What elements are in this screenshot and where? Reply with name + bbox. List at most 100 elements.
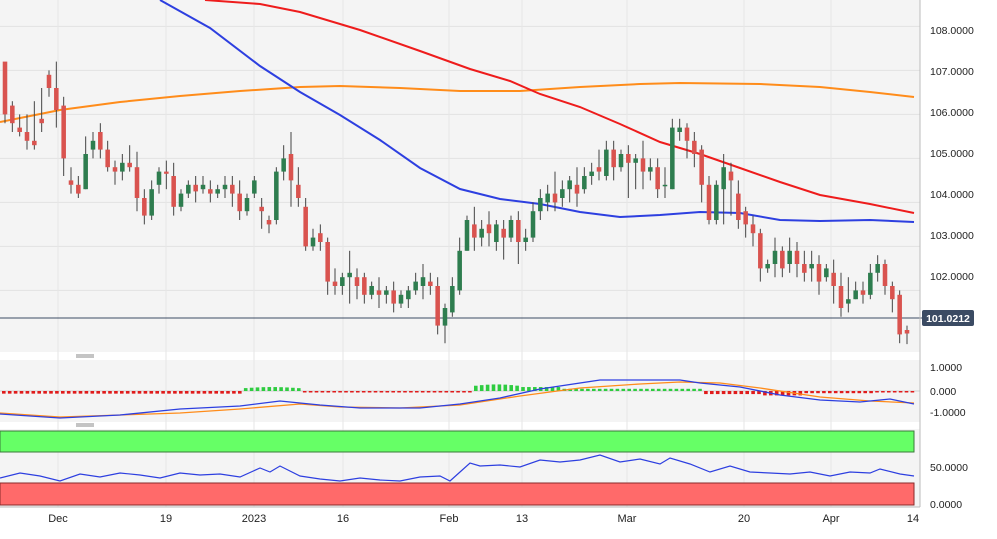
candle-body [809, 264, 814, 269]
macd-histogram-bar [645, 388, 649, 391]
candle [846, 277, 851, 313]
macd-histogram-bar [220, 391, 224, 394]
macd-histogram-bar [55, 391, 59, 394]
candle [486, 211, 492, 247]
candle-body [149, 189, 154, 216]
candle-body [604, 149, 609, 176]
rsi-overbought-zone [0, 430, 915, 453]
rsi-y-axis: 50.0000 0.0000 [930, 462, 968, 511]
candle-body [552, 193, 558, 203]
candle-body [142, 198, 147, 216]
candle [860, 281, 866, 304]
macd-histogram-bar [869, 391, 873, 394]
candle-body [237, 193, 242, 212]
macd-signal-line [0, 381, 915, 418]
y-tick-label: 50.0000 [930, 462, 968, 474]
candle-body [266, 220, 272, 225]
macd-histogram-bar [297, 388, 301, 391]
macd-histogram-bar [31, 391, 36, 394]
candle [442, 303, 448, 344]
candle-body [648, 167, 653, 172]
candle [750, 215, 756, 247]
candle-body [816, 264, 822, 282]
candle-body [860, 290, 866, 295]
candle-body [105, 149, 110, 168]
candle-body [662, 184, 668, 187]
macd-histogram-bar [733, 391, 738, 395]
splitter-handle-1[interactable] [76, 354, 94, 358]
candle [200, 176, 206, 194]
x-axis: Dec 19 2023 16 Feb 13 Mar 20 Apr 14 [48, 513, 919, 525]
macd-histogram-bar [314, 391, 319, 393]
candle [604, 140, 609, 181]
macd-histogram-bar [403, 391, 407, 393]
macd-histogram-bar [196, 391, 201, 394]
candle-body [208, 189, 213, 194]
macd-histogram-bar [179, 391, 183, 394]
macd-histogram-bar [273, 387, 277, 391]
candle-body [332, 281, 338, 286]
candle [127, 145, 132, 172]
macd-histogram-bar [503, 384, 508, 391]
candle [523, 228, 528, 251]
candle-body [120, 162, 125, 172]
candle [552, 171, 558, 212]
candle [340, 272, 345, 295]
macd-histogram-bar [863, 391, 867, 394]
macd-histogram-bar [167, 391, 171, 394]
candle [105, 140, 110, 172]
candle-body [281, 158, 286, 172]
candle [2, 61, 8, 124]
macd-histogram-bar [845, 391, 850, 394]
candle [457, 237, 462, 295]
candle [266, 215, 272, 234]
candle-body [186, 184, 191, 194]
candle-body [750, 224, 756, 234]
y-tick-label: 102.0000 [930, 271, 974, 283]
candle [149, 180, 154, 220]
macd-histogram-bar [450, 391, 454, 393]
y-tick-label: 104.0000 [930, 189, 974, 201]
y-tick-label: 108.0000 [930, 25, 974, 37]
candle-body [318, 233, 323, 242]
candle-body [54, 88, 59, 110]
candle [472, 206, 477, 251]
candle-body [897, 294, 902, 335]
macd-histogram-bar [37, 391, 41, 394]
macd-histogram-bar [544, 387, 549, 391]
candle-body [274, 171, 279, 220]
candle-body [538, 198, 543, 212]
macd-histogram-bar [580, 388, 584, 391]
candle [655, 158, 660, 198]
macd-histogram-bar [892, 391, 897, 393]
y-tick-label: 1.0000 [930, 362, 962, 374]
candle-body [369, 286, 374, 295]
y-tick-label: 106.0000 [930, 107, 974, 119]
macd-histogram-bar [774, 391, 779, 396]
splitter-handle-2[interactable] [76, 423, 94, 427]
candle-body [325, 242, 330, 282]
macd-histogram-bar [456, 391, 460, 393]
candle-body [523, 237, 528, 242]
candle [288, 132, 294, 207]
candle [259, 198, 264, 229]
candle-body [677, 127, 682, 132]
candle [310, 228, 316, 251]
macd-histogram-bar [704, 391, 708, 395]
x-tick-label: 2023 [242, 513, 266, 525]
candle-body [853, 290, 858, 300]
candle-body [435, 286, 440, 326]
candle [296, 167, 301, 207]
candle [479, 220, 484, 247]
macd-histogram-bar [556, 387, 561, 391]
candle-body [611, 149, 616, 168]
x-tick-label: Feb [440, 513, 459, 525]
candle-body [68, 180, 74, 185]
candle [142, 189, 147, 225]
candle [574, 167, 580, 207]
macd-histogram-bar [90, 391, 95, 394]
macd-y-axis: 1.0000 0.000 -1.0000 [930, 362, 966, 419]
candle-body [501, 228, 506, 238]
candle [68, 167, 74, 194]
macd-histogram-bar [415, 391, 419, 393]
